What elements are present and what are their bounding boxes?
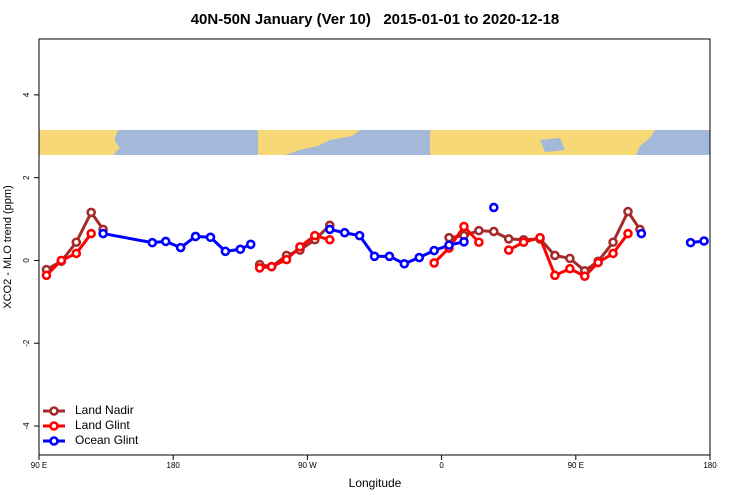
data-point (503, 234, 514, 244)
map-strip (39, 130, 710, 155)
data-point (384, 251, 395, 262)
plot-frame (38, 38, 711, 456)
x-tick-label: 180 (703, 461, 717, 470)
data-point (579, 271, 590, 281)
data-point (190, 231, 201, 242)
y-axis-label: XCO2 - MLO trend (ppm) (2, 185, 14, 308)
data-point (71, 248, 82, 259)
data-point (565, 253, 575, 264)
data-point (56, 255, 67, 266)
data-point (535, 232, 545, 243)
data-point (429, 258, 439, 268)
data-point (41, 270, 52, 281)
legend-label: Ocean Glint (75, 433, 139, 447)
data-point (459, 221, 469, 232)
data-point (550, 250, 560, 261)
data-point (281, 254, 292, 265)
data-point (623, 228, 633, 239)
y-tick-label: -4 (22, 422, 31, 430)
data-point (699, 236, 709, 246)
data-point (175, 242, 186, 253)
data-point (86, 207, 96, 218)
x-axis-label: Longitude (349, 476, 402, 490)
data-point (444, 232, 454, 243)
data-point (86, 228, 96, 239)
data-point (685, 237, 696, 248)
data-point (235, 244, 246, 255)
data-point (147, 237, 158, 248)
data-point (310, 230, 320, 241)
data-point (488, 226, 499, 237)
data-point (254, 263, 265, 273)
data-point (503, 245, 514, 255)
data-point (623, 206, 633, 217)
data-point (339, 227, 350, 238)
x-tick-label: 0 (439, 461, 444, 470)
data-point (266, 261, 277, 272)
data-point (324, 224, 335, 235)
data-point (593, 257, 603, 268)
data-point (160, 236, 171, 247)
legend-label: Land Glint (75, 418, 130, 432)
data-point (565, 263, 575, 274)
data-point (220, 246, 231, 257)
data-point (354, 230, 365, 241)
data-point (98, 228, 108, 239)
data-point (474, 225, 484, 236)
data-point (444, 240, 454, 250)
data-point (295, 241, 305, 252)
x-tick-label: 90 E (31, 461, 47, 470)
data-point (488, 202, 499, 213)
chart-title: 40N-50N January (Ver 10) 2015-01-01 to 2… (191, 11, 560, 28)
data-point (369, 251, 380, 262)
data-point (636, 228, 647, 239)
legend-marker (49, 421, 59, 431)
data-point (324, 234, 335, 245)
y-tick-label: 0 (22, 258, 31, 263)
x-tick-label: 180 (167, 461, 181, 470)
data-point (429, 245, 439, 256)
data-point (608, 237, 618, 248)
legend-label: Land Nadir (75, 403, 134, 417)
data-point (608, 248, 618, 259)
data-point (71, 237, 82, 248)
data-point (414, 252, 425, 263)
data-point (474, 237, 484, 248)
data-point (399, 258, 410, 269)
data-point (245, 239, 256, 250)
legend-marker (49, 436, 59, 446)
data-point (459, 237, 469, 247)
x-tick-label: 90 E (568, 461, 584, 470)
legend-marker (49, 406, 59, 416)
y-tick-label: 4 (22, 92, 31, 97)
data-point (518, 237, 529, 248)
y-tick-label: 2 (22, 175, 31, 180)
x-tick-label: 90 W (298, 461, 317, 470)
data-point (205, 232, 216, 243)
data-point (550, 270, 560, 281)
series-line (45, 225, 630, 278)
y-tick-label: -2 (22, 339, 31, 347)
